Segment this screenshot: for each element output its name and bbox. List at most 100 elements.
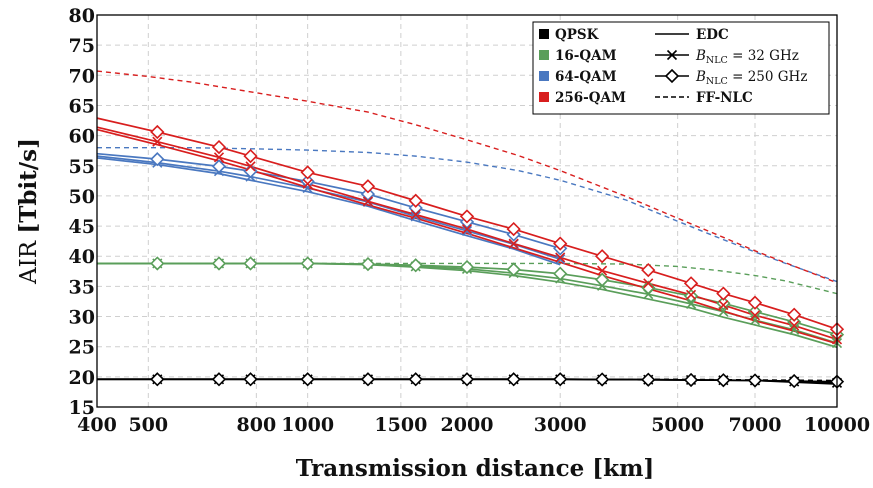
x-tick-label: 800 bbox=[237, 414, 277, 436]
diamond-marker bbox=[747, 373, 763, 388]
legend-box bbox=[532, 21, 830, 115]
legend-swatch bbox=[539, 29, 549, 39]
series-line bbox=[96, 128, 838, 345]
diamond-marker bbox=[683, 372, 699, 388]
diamond-marker bbox=[360, 179, 376, 194]
series-line bbox=[96, 70, 838, 284]
x-marker bbox=[643, 278, 654, 289]
x-tick-label: 400 bbox=[77, 414, 117, 436]
x-marker bbox=[302, 178, 313, 189]
x-marker bbox=[597, 265, 608, 276]
diamond-marker bbox=[553, 236, 568, 251]
y-tick-label: 25 bbox=[69, 337, 95, 359]
x-marker bbox=[555, 254, 566, 265]
diamond-marker bbox=[716, 286, 731, 301]
diamond-marker bbox=[506, 221, 521, 237]
legend-diamond-marker bbox=[664, 68, 680, 84]
x-marker bbox=[410, 211, 421, 222]
diamond-marker bbox=[787, 373, 802, 389]
diamond-marker bbox=[243, 256, 258, 271]
diamond-marker bbox=[211, 139, 227, 155]
x-tick-label: 10000 bbox=[804, 414, 870, 436]
diamond-marker bbox=[150, 372, 165, 387]
x-marker bbox=[508, 238, 519, 249]
diamond-marker bbox=[747, 295, 763, 310]
diamond-marker bbox=[459, 259, 475, 275]
y-tick-label: 70 bbox=[69, 65, 95, 87]
diamond-marker bbox=[506, 372, 521, 387]
x-marker bbox=[213, 152, 225, 163]
y-tick-label: 40 bbox=[69, 246, 95, 268]
diamond-marker bbox=[594, 372, 610, 387]
x-tick-label: 1000 bbox=[281, 414, 334, 436]
axes: 400 500 800 1000 1500 2000 3000 5000 7000 10000 15… bbox=[15, 5, 870, 482]
x-marker bbox=[718, 300, 729, 311]
x-marker bbox=[685, 289, 697, 300]
diamond-marker bbox=[553, 372, 568, 387]
diamond-marker bbox=[787, 314, 802, 330]
series-line bbox=[96, 157, 561, 266]
y-tick-label: 30 bbox=[69, 307, 95, 329]
diamond-marker bbox=[594, 272, 610, 287]
x-marker bbox=[410, 209, 421, 220]
diamond-marker bbox=[300, 372, 315, 387]
legend-swatch bbox=[539, 92, 549, 102]
diamond-marker bbox=[408, 193, 423, 208]
diamond-marker bbox=[150, 152, 165, 167]
diamond-marker bbox=[683, 288, 699, 304]
series-line bbox=[97, 146, 838, 283]
diamond-marker bbox=[459, 372, 475, 387]
diamond-marker bbox=[243, 164, 258, 179]
diamond-marker bbox=[150, 256, 165, 271]
diamond-marker bbox=[506, 262, 521, 277]
x-tick-label: 3000 bbox=[534, 414, 587, 436]
legend-format-label: QPSK bbox=[555, 27, 600, 43]
y-tick-label: 20 bbox=[69, 367, 95, 389]
legend-style-label: BNLC = 250 GHz bbox=[695, 69, 807, 87]
x-tick-label: 500 bbox=[128, 414, 168, 436]
diamond-marker bbox=[683, 276, 699, 291]
legend: QPSK 16-QAM 64-QAM 256-QAM EDC BNLC = 32 GHz B… bbox=[532, 21, 830, 115]
x-marker bbox=[789, 324, 800, 335]
y-tick-label: 35 bbox=[69, 276, 95, 298]
diamond-marker bbox=[243, 148, 258, 164]
legend-style-label: EDC bbox=[696, 27, 729, 43]
x-marker bbox=[749, 310, 761, 321]
x-marker bbox=[461, 224, 473, 235]
diamond-marker bbox=[150, 124, 165, 140]
diamond-marker bbox=[641, 262, 656, 278]
legend-format-label: 64-QAM bbox=[555, 69, 617, 85]
diamond-marker bbox=[360, 372, 376, 387]
diamond-marker bbox=[408, 258, 423, 273]
x-tick-label: 2000 bbox=[441, 414, 494, 436]
diamond-marker bbox=[300, 165, 315, 180]
y-tick-label: 55 bbox=[69, 156, 95, 178]
legend-swatch bbox=[539, 71, 549, 81]
series-line bbox=[96, 152, 561, 250]
diamond-marker bbox=[408, 372, 423, 387]
x-tick-label: 7000 bbox=[729, 414, 782, 436]
diamond-marker bbox=[641, 372, 656, 387]
x-marker bbox=[245, 161, 256, 172]
x-tick-label: 5000 bbox=[651, 414, 704, 436]
diamond-marker bbox=[360, 256, 376, 272]
series-line bbox=[97, 262, 838, 295]
diamond-marker bbox=[747, 304, 763, 319]
y-tick-label: 75 bbox=[69, 35, 95, 57]
y-tick-label: 45 bbox=[69, 216, 95, 238]
legend-style-label: FF-NLC bbox=[696, 90, 753, 106]
y-tick-label: 65 bbox=[69, 95, 95, 117]
diamond-marker bbox=[360, 186, 376, 202]
x-marker bbox=[789, 320, 800, 331]
y-tick-label: 60 bbox=[69, 126, 95, 148]
diamond-marker bbox=[243, 372, 258, 387]
x-marker bbox=[749, 315, 761, 326]
data-markers bbox=[150, 124, 845, 389]
diamond-marker bbox=[716, 373, 731, 388]
diamond-marker bbox=[641, 280, 656, 295]
data-series bbox=[96, 70, 838, 385]
legend-format-label: 256-QAM bbox=[555, 90, 626, 106]
series-line bbox=[96, 155, 561, 261]
